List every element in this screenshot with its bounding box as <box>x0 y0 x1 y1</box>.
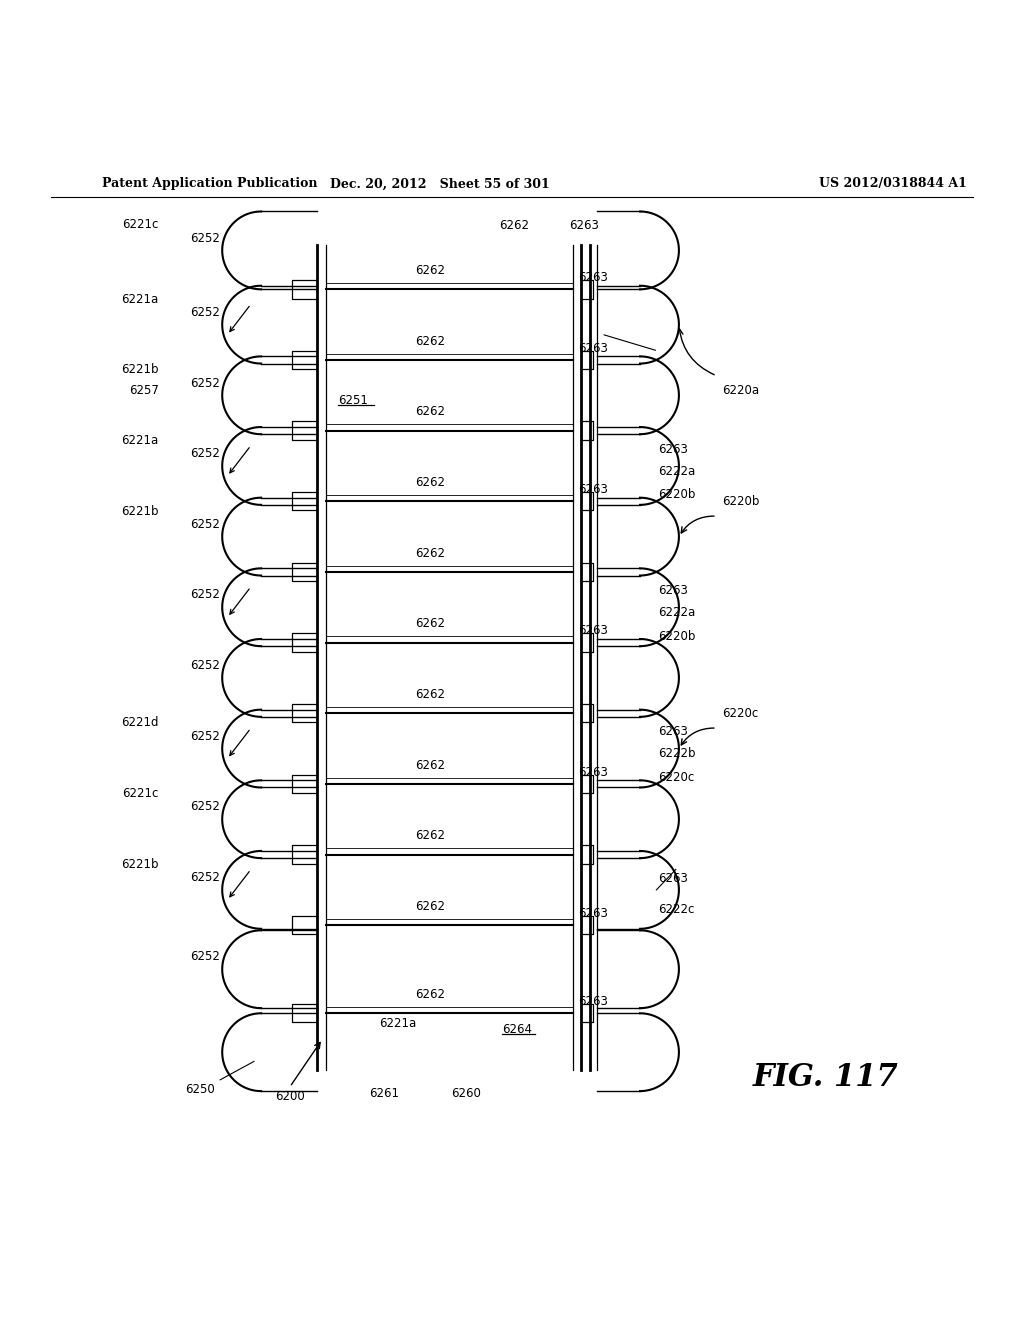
Text: 6252: 6252 <box>190 800 220 813</box>
Text: 6252: 6252 <box>190 376 220 389</box>
Text: 6263: 6263 <box>579 342 608 355</box>
Text: 6252: 6252 <box>190 871 220 884</box>
Text: 6263: 6263 <box>579 907 608 920</box>
Text: 6263: 6263 <box>579 483 608 496</box>
Text: 6262: 6262 <box>416 688 445 701</box>
Text: 6263: 6263 <box>658 871 688 884</box>
Text: 6263: 6263 <box>579 766 608 779</box>
Text: 6263: 6263 <box>658 442 688 455</box>
Text: 6252: 6252 <box>190 589 220 602</box>
Text: US 2012/0318844 A1: US 2012/0318844 A1 <box>819 177 967 190</box>
Text: 6220b: 6220b <box>658 488 695 502</box>
Text: 6260: 6260 <box>451 1086 481 1100</box>
Text: 6252: 6252 <box>190 306 220 319</box>
Text: 6252: 6252 <box>190 447 220 461</box>
Text: 6263: 6263 <box>568 219 599 232</box>
Text: 6262: 6262 <box>416 829 445 842</box>
Text: 6222c: 6222c <box>658 903 695 916</box>
Text: 6263: 6263 <box>579 995 608 1008</box>
Text: 6252: 6252 <box>190 730 220 743</box>
Text: 6221b: 6221b <box>121 363 159 376</box>
Text: 6262: 6262 <box>416 477 445 488</box>
Text: 6262: 6262 <box>416 759 445 772</box>
Text: Patent Application Publication: Patent Application Publication <box>102 177 317 190</box>
Text: 6262: 6262 <box>416 546 445 560</box>
Text: 6220c: 6220c <box>658 771 694 784</box>
Text: 6221c: 6221c <box>122 218 159 231</box>
Text: Dec. 20, 2012   Sheet 55 of 301: Dec. 20, 2012 Sheet 55 of 301 <box>331 177 550 190</box>
Text: 6221a: 6221a <box>122 293 159 305</box>
Text: 6262: 6262 <box>416 264 445 277</box>
Text: 6252: 6252 <box>190 517 220 531</box>
Text: 6262: 6262 <box>499 219 529 232</box>
Text: 6250: 6250 <box>184 1082 215 1096</box>
Text: 6220b: 6220b <box>722 495 759 508</box>
Text: 6220b: 6220b <box>658 630 695 643</box>
Text: 6200: 6200 <box>274 1090 305 1104</box>
Text: 6252: 6252 <box>190 231 220 244</box>
Text: 6251: 6251 <box>338 395 368 408</box>
Text: 6257: 6257 <box>129 384 159 397</box>
Text: 6262: 6262 <box>416 405 445 418</box>
Text: 6262: 6262 <box>416 987 445 1001</box>
Text: 6264: 6264 <box>502 1023 531 1036</box>
Text: 6222a: 6222a <box>658 606 695 619</box>
Text: 6222b: 6222b <box>658 747 696 760</box>
Text: 6252: 6252 <box>190 659 220 672</box>
Text: 6221c: 6221c <box>122 787 159 800</box>
Text: 6261: 6261 <box>369 1086 399 1100</box>
Text: 6263: 6263 <box>579 271 608 284</box>
Text: 6262: 6262 <box>416 618 445 631</box>
Text: 6263: 6263 <box>579 624 608 638</box>
Text: 6220a: 6220a <box>722 384 759 397</box>
Text: 6222a: 6222a <box>658 465 695 478</box>
Text: 6263: 6263 <box>658 583 688 597</box>
Text: FIG. 117: FIG. 117 <box>753 1063 898 1093</box>
Text: 6221a: 6221a <box>379 1016 416 1030</box>
Text: 6221b: 6221b <box>121 858 159 871</box>
Text: 6221a: 6221a <box>122 434 159 447</box>
Text: 6221d: 6221d <box>121 717 159 730</box>
Text: 6262: 6262 <box>416 900 445 913</box>
Text: 6263: 6263 <box>658 725 688 738</box>
Text: 6221b: 6221b <box>121 504 159 517</box>
Text: 6252: 6252 <box>190 950 220 964</box>
Text: 6262: 6262 <box>416 335 445 347</box>
Text: 6220c: 6220c <box>722 708 758 719</box>
